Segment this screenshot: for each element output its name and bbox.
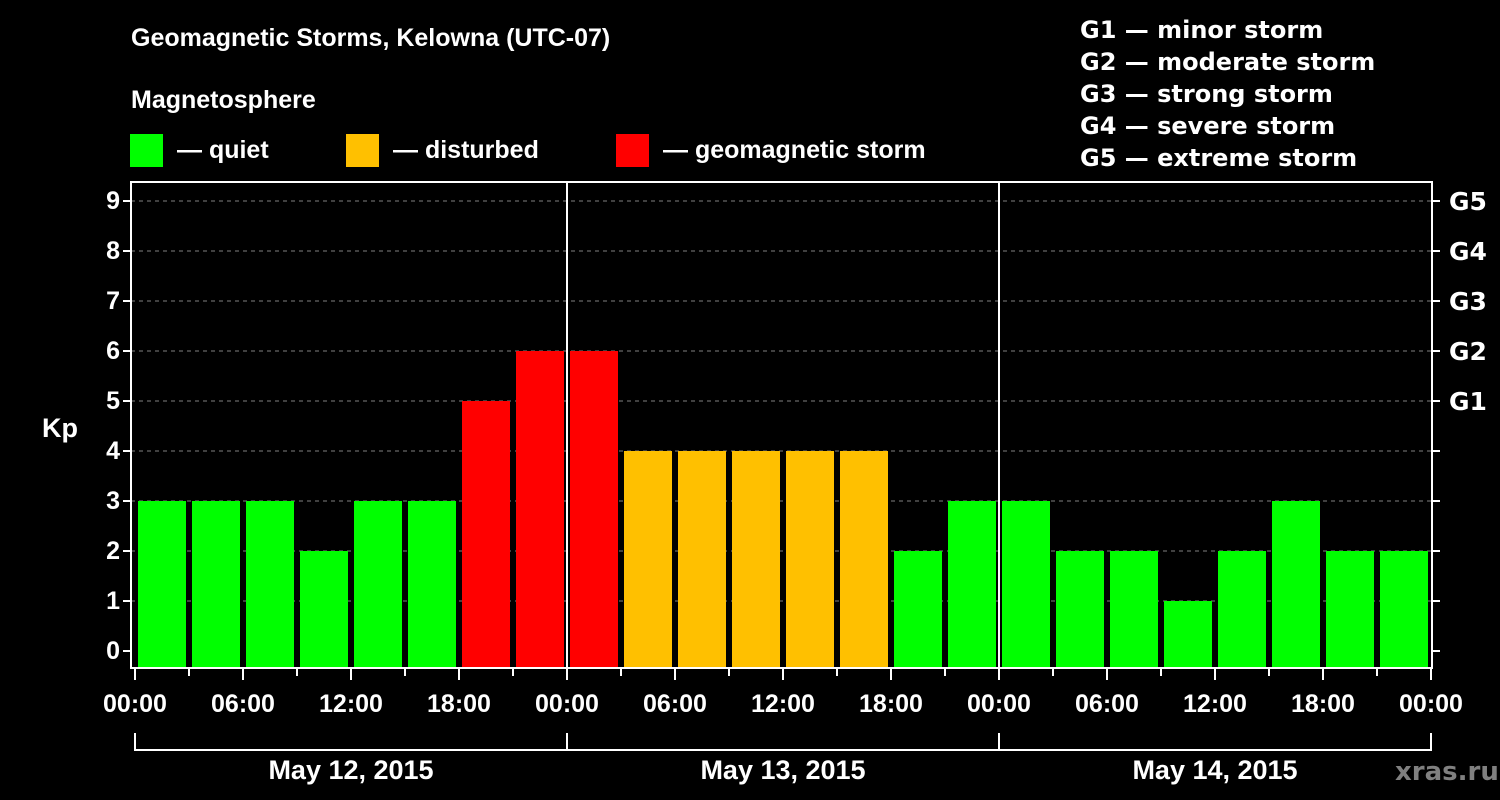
y-tick-label: 3 bbox=[106, 487, 120, 515]
x-tick-label: 00:00 bbox=[1399, 690, 1463, 718]
date-bracket bbox=[134, 733, 1432, 751]
plot-frame bbox=[130, 181, 1433, 669]
kp-bar bbox=[1164, 601, 1212, 667]
y-tick-label: 0 bbox=[106, 637, 120, 665]
kp-bar bbox=[840, 451, 888, 667]
kp-bar bbox=[1380, 551, 1428, 667]
x-tick-label: 18:00 bbox=[427, 690, 491, 718]
storm-scale-g5: G5 — extreme storm bbox=[1080, 144, 1358, 172]
x-tick-label: 12:00 bbox=[751, 690, 815, 718]
kp-bar bbox=[1272, 501, 1320, 667]
x-tick-label: 18:00 bbox=[1291, 690, 1355, 718]
g-scale-tick-label: G3 bbox=[1449, 287, 1487, 316]
storm-scale-g3: G3 — strong storm bbox=[1080, 80, 1333, 108]
x-tick-label: 12:00 bbox=[1183, 690, 1247, 718]
y-tick-label: 6 bbox=[106, 337, 120, 365]
watermark: xras.ru bbox=[1395, 757, 1499, 787]
kp-bar bbox=[1002, 501, 1050, 667]
x-tick-label: 18:00 bbox=[859, 690, 923, 718]
legend-swatch-storm bbox=[616, 133, 649, 167]
kp-bar bbox=[894, 551, 942, 667]
kp-bar bbox=[354, 501, 402, 667]
y-axis-label: Kp bbox=[42, 413, 78, 443]
kp-bar bbox=[1326, 551, 1374, 667]
x-tick-label: 00:00 bbox=[103, 690, 167, 718]
y-tick-label: 2 bbox=[106, 537, 120, 565]
y-tick-label: 1 bbox=[106, 587, 120, 615]
g-scale-tick-label: G5 bbox=[1449, 187, 1487, 216]
kp-bar bbox=[570, 351, 618, 667]
legend-item-disturbed: — disturbed bbox=[346, 133, 539, 167]
y-tick-label: 9 bbox=[106, 187, 120, 215]
storm-scale-g1: G1 — minor storm bbox=[1080, 16, 1324, 44]
x-tick-label: 00:00 bbox=[535, 690, 599, 718]
kp-bar bbox=[948, 501, 996, 667]
kp-bar bbox=[138, 501, 186, 667]
chart-title: Geomagnetic Storms, Kelowna (UTC-07) bbox=[131, 24, 611, 52]
kp-bar bbox=[1218, 551, 1266, 667]
storm-scale-g4: G4 — severe storm bbox=[1080, 112, 1336, 140]
kp-bar bbox=[246, 501, 294, 667]
legend-label: — disturbed bbox=[393, 135, 539, 164]
y-tick-label: 4 bbox=[106, 437, 120, 465]
x-tick-label: 12:00 bbox=[319, 690, 383, 718]
g-scale-tick-label: G1 bbox=[1449, 387, 1487, 416]
kp-bar bbox=[408, 501, 456, 667]
legend-label: — quiet bbox=[177, 135, 269, 164]
kp-bar bbox=[516, 351, 564, 667]
kp-bar bbox=[1110, 551, 1158, 667]
legend-item-quiet: — quiet bbox=[130, 133, 269, 167]
legend-label: — geomagnetic storm bbox=[663, 135, 926, 164]
storm-scale-legend: G1 — minor storm G2 — moderate storm G3 … bbox=[1080, 14, 1375, 174]
kp-bar bbox=[300, 551, 348, 667]
kp-bar bbox=[1056, 551, 1104, 667]
y-tick-label: 7 bbox=[106, 287, 120, 315]
kp-bar bbox=[732, 451, 780, 667]
kp-bar bbox=[192, 501, 240, 667]
kp-bar bbox=[462, 401, 510, 667]
g-scale-tick-label: G4 bbox=[1449, 237, 1487, 266]
x-tick-label: 06:00 bbox=[211, 690, 275, 718]
legend-swatch-quiet bbox=[130, 133, 163, 167]
x-tick-label: 00:00 bbox=[967, 690, 1031, 718]
g-scale-tick-label: G2 bbox=[1449, 337, 1487, 366]
x-tick-label: 06:00 bbox=[1075, 690, 1139, 718]
chart-subtitle: Magnetosphere bbox=[131, 86, 316, 114]
x-tick-label: 06:00 bbox=[643, 690, 707, 718]
legend-swatch-disturbed bbox=[346, 133, 379, 167]
kp-bar bbox=[624, 451, 672, 667]
kp-bar bbox=[678, 451, 726, 667]
date-label: May 14, 2015 bbox=[1132, 755, 1298, 785]
y-tick-label: 8 bbox=[106, 237, 120, 265]
y-tick-label: 5 bbox=[106, 387, 120, 415]
legend-item-storm: — geomagnetic storm bbox=[616, 133, 926, 167]
storm-scale-g2: G2 — moderate storm bbox=[1080, 48, 1376, 76]
date-label: May 12, 2015 bbox=[268, 755, 434, 785]
date-label: May 13, 2015 bbox=[700, 755, 866, 785]
kp-bar bbox=[786, 451, 834, 667]
